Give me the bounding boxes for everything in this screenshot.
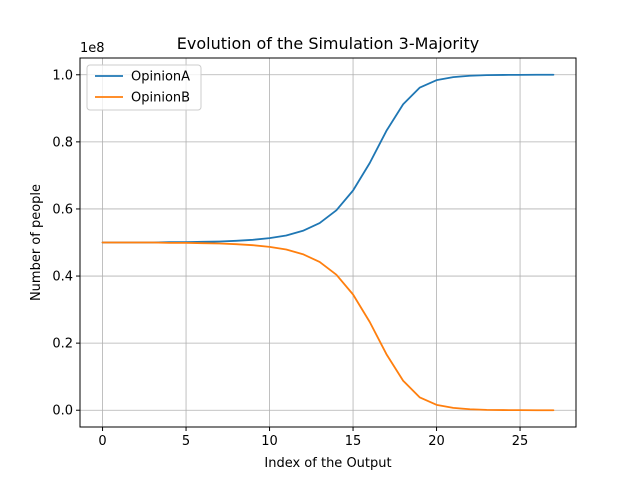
y-tick-label: 0.6 (52, 202, 73, 217)
x-tick-label: 5 (182, 434, 190, 449)
x-axis-ticks: 0 5 10 15 20 25 (98, 427, 528, 449)
y-tick-label: 0.8 (52, 135, 73, 150)
y-tick-label: 0.0 (52, 404, 73, 419)
y-axis-ticks: 0.0 0.2 0.4 0.6 0.8 1.0 (52, 68, 80, 419)
x-tick-label: 15 (345, 434, 362, 449)
y-tick-label: 1.0 (52, 68, 73, 83)
y-axis-label: Number of people (29, 184, 44, 301)
series-lines (101, 73, 555, 412)
x-tick-label: 20 (428, 434, 445, 449)
legend: OpinionA OpinionB (86, 64, 202, 111)
y-tick-label: 0.4 (52, 270, 73, 285)
plot-frame (79, 57, 577, 428)
chart-title: Evolution of the Simulation 3-Majority (177, 34, 479, 53)
series-line-opinionb (101, 241, 555, 412)
legend-label-opiniona: OpinionA (131, 70, 190, 85)
x-tick-label: 25 (512, 434, 529, 449)
legend-label-opinionb: OpinionB (131, 91, 190, 106)
x-axis-label: Index of the Output (264, 456, 391, 471)
x-tick-label: 0 (98, 434, 106, 449)
y-tick-label: 0.2 (52, 337, 73, 352)
x-tick-label: 10 (261, 434, 278, 449)
y-axis-offset-label: 1e8 (80, 41, 105, 56)
